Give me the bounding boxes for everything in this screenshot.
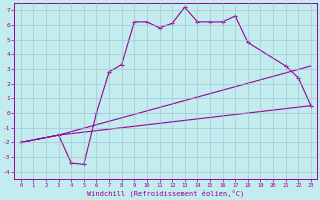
X-axis label: Windchill (Refroidissement éolien,°C): Windchill (Refroidissement éolien,°C) <box>87 190 244 197</box>
